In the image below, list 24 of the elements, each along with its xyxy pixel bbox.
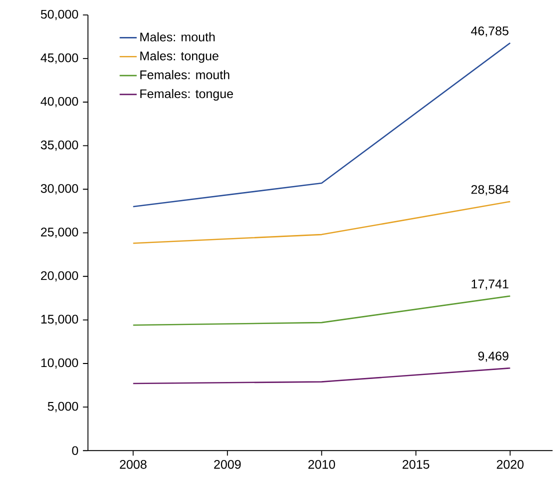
y-tick-label: 15,000 xyxy=(41,314,78,326)
y-tick-label: 50,000 xyxy=(40,10,78,20)
x-tick-label: 2009 xyxy=(214,460,241,470)
y-tick-label: 20,000 xyxy=(41,271,78,282)
x-tick-label: 2020 xyxy=(496,460,524,470)
legend-label: Males: tongue xyxy=(140,51,218,64)
x-tick-label: 2008 xyxy=(120,460,147,470)
data-label: 9,469 xyxy=(478,352,508,362)
legend-label: Females: tongue xyxy=(140,89,233,101)
y-tick-label: 5,000 xyxy=(48,402,78,412)
y-tick-label: 30,000 xyxy=(40,184,78,195)
y-tick-label: 45,000 xyxy=(40,54,78,64)
x-tick-label: 2010 xyxy=(308,460,336,470)
y-tick-label: 40,000 xyxy=(40,97,78,108)
legend-label: Males: mouth xyxy=(140,32,215,42)
data-label: 28,584 xyxy=(471,185,509,196)
data-label: 17,741 xyxy=(472,280,508,290)
y-tick-label: 25,000 xyxy=(41,228,78,238)
data-label: 46,785 xyxy=(471,26,508,38)
legend-label: Females: mouth xyxy=(140,70,230,80)
y-tick-label: 10,000 xyxy=(41,358,78,369)
y-tick-label: 35,000 xyxy=(40,140,78,152)
x-tick-label: 2015 xyxy=(402,460,430,470)
y-tick-label: 0 xyxy=(72,446,78,456)
